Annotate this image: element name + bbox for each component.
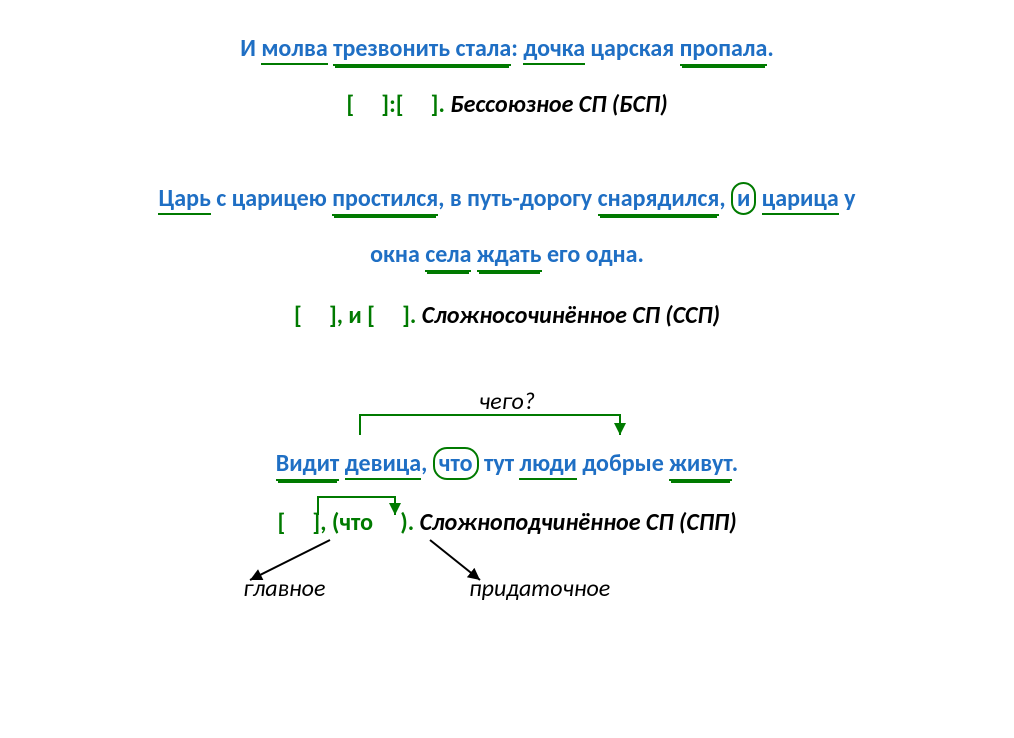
predicate: живут [669,449,732,481]
bracket: [ [346,90,354,119]
predicate: Видит [276,449,340,481]
subject: дочка [523,34,585,65]
main-clause-label: главное [184,570,384,608]
ex3-sentence: Видит девица, что тут люди добрые живут. [60,445,954,483]
predicate: простился [332,184,438,216]
ex1-schema: [ ]:[ ]. Бессоюзное СП (БСП) [60,86,954,124]
predicate: ждать [477,240,542,272]
label: Сложноподчинённое СП (СПП) [420,508,737,537]
predicate: трезвонить стала [333,34,511,66]
ex3-schema: [ ], (что ). Сложноподчинённое СП (СПП) [60,504,954,542]
bracket: ] [381,90,389,119]
predicate: снарядился [598,184,720,216]
ex2-schema: [ ], и [ ]. Сложносочинённое СП (ССП) [60,297,954,335]
question-label: чего? [70,383,964,421]
label: Бессоюзное СП (БСП) [450,90,667,119]
ex2-sentence-2: окна села ждать его одна. [60,236,954,274]
bracket: [ [277,508,285,537]
conjunction: и [731,182,756,215]
word: царская [591,34,675,63]
schema-conj: и [348,301,361,330]
subject: молва [261,34,327,65]
schema-conj: что [339,508,373,537]
subject: царица [762,184,839,215]
subject: девица [345,449,421,480]
ex3-sublabels: главное придаточное [60,570,954,608]
subject: люди [519,449,576,480]
predicate: села [425,240,471,272]
subject: Царь [158,184,210,215]
sub-clause-label: придаточное [430,570,650,608]
conjunction: что [433,447,479,480]
ex2-sentence-1: Царь с царицею простился, в путь-дорогу … [60,180,954,218]
example-2: Царь с царицею простился, в путь-дорогу … [60,180,954,335]
bracket: [ [294,301,302,330]
label: Сложносочинённое СП (ССП) [422,301,720,330]
ex1-sentence: И молва трезвонить стала: дочка царская … [60,30,954,68]
example-3: чего? Видит девица, что тут люди добрые … [60,385,954,615]
word: И [240,34,256,63]
predicate: пропала [680,34,768,66]
example-1: И молва трезвонить стала: дочка царская … [60,30,954,125]
